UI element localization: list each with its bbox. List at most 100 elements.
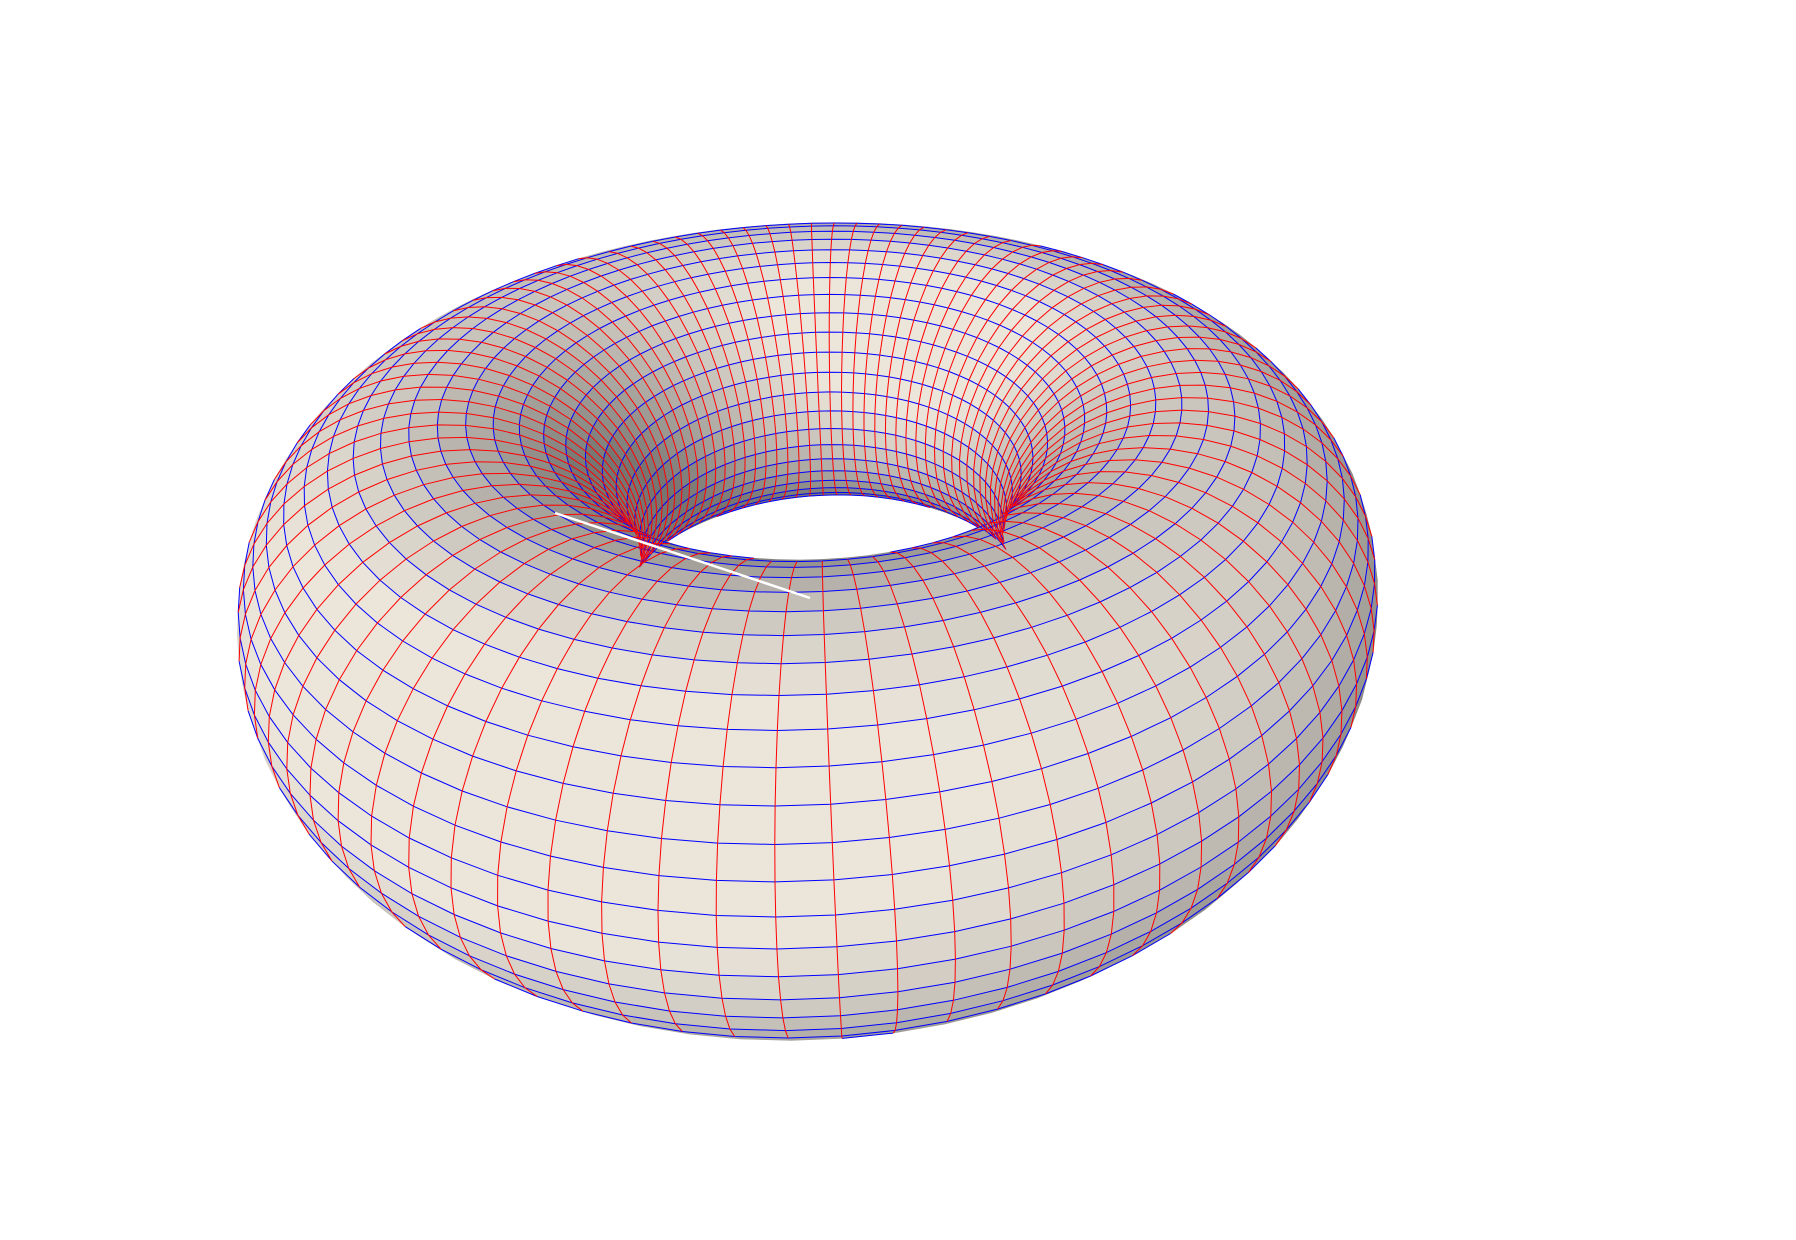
surface-face: [731, 662, 782, 696]
surface-face: [841, 391, 854, 412]
marker-line: [554, 511, 811, 600]
meridian-line: [997, 336, 1272, 536]
surface-face: [852, 411, 865, 431]
surface-face: [806, 391, 820, 413]
surface-face: [832, 225, 856, 232]
meridian-line: [420, 316, 663, 563]
meridian-line: [497, 548, 690, 997]
surface-face: [847, 249, 869, 264]
surface-face: [841, 331, 857, 354]
surface-face: [804, 372, 819, 394]
surface-face: [721, 997, 784, 1019]
surface-face: [842, 444, 856, 460]
meridian-line: [979, 295, 1192, 536]
meridian-line: [1010, 482, 1343, 775]
meridian-line: [267, 494, 620, 788]
surface-face: [665, 762, 724, 806]
meridian-line: [911, 547, 1065, 995]
meridian-line: [453, 306, 669, 555]
meridian-line: [1003, 384, 1344, 530]
surface-face: [788, 576, 824, 593]
meridian-line: [821, 561, 843, 1039]
meridian-line: [239, 436, 632, 588]
surface-face: [784, 412, 799, 433]
surface-face: [815, 331, 830, 353]
surface-face: [873, 684, 928, 726]
surface-face: [817, 371, 831, 393]
surface-face: [834, 487, 850, 493]
meridian-line: [309, 373, 644, 559]
surface-face: [787, 446, 800, 463]
meridian-line: [971, 528, 1203, 934]
meridian-line: [994, 325, 1257, 544]
surface-face: [785, 591, 824, 613]
surface-face: [780, 634, 826, 665]
meridian-line: [1019, 471, 1358, 728]
meridian-line: [472, 296, 676, 548]
surface-face: [794, 262, 814, 279]
surface-face: [828, 294, 846, 314]
surface-face: [774, 879, 836, 918]
surface-face: [798, 294, 816, 314]
meridian-lines: [237, 222, 1378, 1039]
surface-face: [657, 910, 718, 948]
meridian-line: [852, 223, 880, 497]
surface-face: [905, 419, 917, 441]
surface-face: [885, 415, 897, 436]
surface-face: [885, 396, 899, 418]
surface-face: [774, 842, 835, 883]
surface-face: [821, 470, 835, 481]
surface-face: [827, 724, 883, 767]
surface-face: [715, 880, 777, 918]
surface-face: [831, 837, 893, 881]
meridian-line: [578, 257, 717, 524]
surface-face: [829, 371, 843, 393]
surface-face: [787, 460, 800, 475]
meridian-line: [1002, 359, 1312, 533]
surface-face: [864, 373, 878, 396]
surface-face: [776, 946, 839, 978]
meridian-line: [675, 236, 756, 509]
surface-face: [797, 429, 810, 447]
meridian-line: [951, 262, 1104, 528]
meridian-line: [924, 244, 1041, 513]
meridian-line: [408, 536, 652, 950]
meridian-line: [630, 245, 736, 518]
meridian-line: [1002, 502, 1301, 847]
parallel-line: [638, 427, 1005, 546]
meridian-line: [1012, 434, 1378, 606]
meridian-line: [697, 232, 767, 505]
surface-face: [661, 800, 721, 844]
meridian-line: [384, 338, 653, 567]
meridian-line: [742, 227, 789, 500]
meridian-line: [988, 520, 1240, 899]
surface-face: [831, 230, 854, 240]
meridian-line: [534, 271, 699, 535]
surface-face: [874, 431, 887, 450]
surface-face: [677, 690, 733, 730]
surface-face: [822, 479, 836, 489]
surface-face: [775, 728, 830, 769]
surface-face: [829, 262, 849, 279]
meridian-line: [601, 555, 732, 1024]
surface-face: [874, 413, 887, 434]
surface-face: [852, 428, 866, 447]
surface-face: [437, 437, 471, 452]
meridian-line: [720, 229, 778, 503]
surface-face: [843, 458, 857, 472]
surface-face: [818, 410, 832, 430]
surface-face: [864, 445, 878, 463]
surface-face: [773, 413, 788, 434]
surface-face: [852, 392, 865, 413]
surface-face: [726, 694, 780, 731]
meridian-line: [1000, 348, 1299, 543]
surface-face: [722, 729, 778, 769]
parallel-line: [584, 331, 1049, 525]
surface-face: [436, 424, 468, 439]
meridian-line: [874, 226, 925, 500]
surface-face: [783, 610, 825, 636]
surface-face: [830, 410, 843, 430]
surface-face: [719, 766, 777, 807]
surface-face: [817, 391, 831, 412]
